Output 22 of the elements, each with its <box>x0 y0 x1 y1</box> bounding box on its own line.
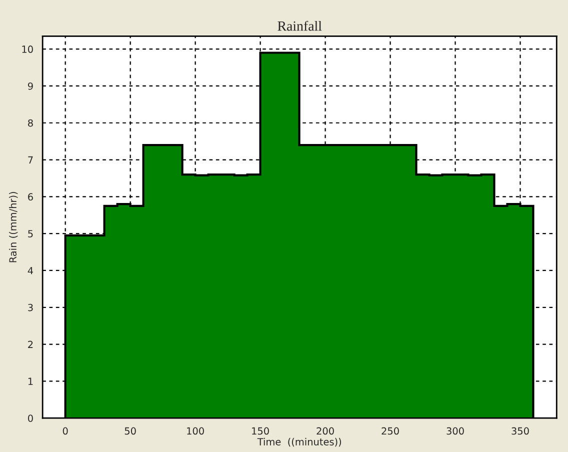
x-tick-label: 100 <box>187 427 204 435</box>
x-tick-label: 150 <box>252 427 269 435</box>
y-tick-label: 6 <box>28 193 33 201</box>
x-axis-title: Time ((minutes)) <box>257 438 342 447</box>
y-tick-label: 2 <box>28 340 33 348</box>
x-tick-label: 200 <box>316 427 334 435</box>
x-tick-label: 250 <box>382 427 399 435</box>
x-tick-label: 350 <box>512 427 529 435</box>
x-tick-label: 300 <box>446 427 464 435</box>
y-tick-label: 9 <box>28 82 33 90</box>
y-tick-label: 8 <box>28 119 33 127</box>
y-tick-label: 0 <box>28 414 33 422</box>
x-tick-label: 0 <box>62 427 68 435</box>
y-tick-label: 5 <box>28 230 33 238</box>
y-axis-title: Rain ((mm/hr)) <box>9 192 18 262</box>
y-tick-label: 10 <box>22 46 33 53</box>
x-tick-label: 50 <box>124 427 136 435</box>
y-tick-label: 7 <box>28 156 33 164</box>
y-tick-label: 1 <box>28 378 33 385</box>
chart-title: Rainfall <box>278 20 322 31</box>
y-tick-label: 3 <box>28 304 33 312</box>
y-tick-label: 4 <box>28 267 34 274</box>
